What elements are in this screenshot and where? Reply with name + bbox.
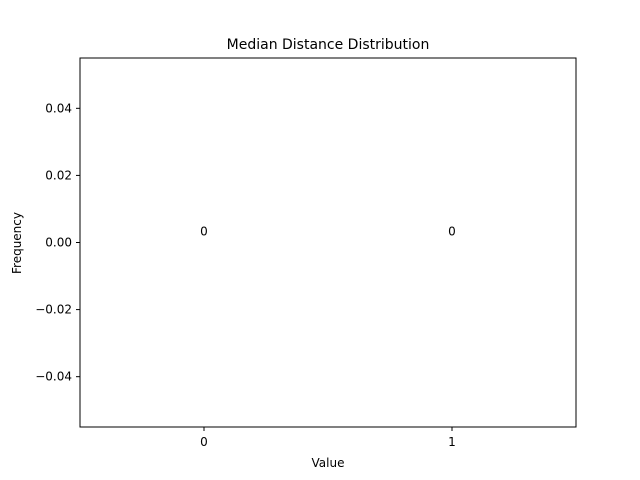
x-axis-label: Value xyxy=(312,456,345,470)
y-tick-label: 0.02 xyxy=(45,168,72,182)
y-tick-label: −0.02 xyxy=(35,303,72,317)
chart-title: Median Distance Distribution xyxy=(227,37,430,53)
x-tick-label: 1 xyxy=(448,435,456,449)
y-axis-ticks: −0.04 −0.02 0.00 0.02 0.04 xyxy=(35,101,80,384)
y-tick-label: 0.04 xyxy=(45,101,72,115)
data-label: 0 xyxy=(448,225,456,239)
data-label: 0 xyxy=(200,225,208,239)
x-tick-label: 0 xyxy=(200,435,208,449)
y-tick-label: −0.04 xyxy=(35,370,72,384)
y-tick-label: 0.00 xyxy=(45,236,72,250)
y-axis-label: Frequency xyxy=(10,212,24,274)
